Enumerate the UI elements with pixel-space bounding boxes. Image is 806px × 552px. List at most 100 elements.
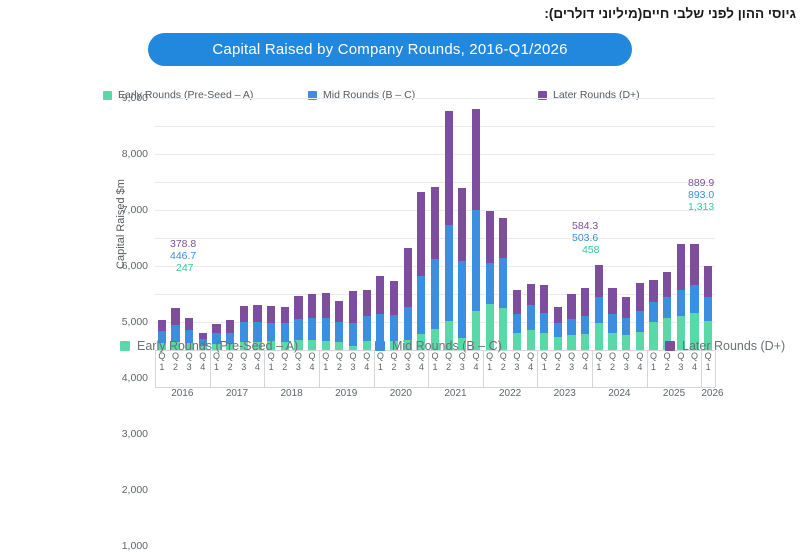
bar[interactable] <box>430 187 440 350</box>
data-label: 1,313 <box>688 201 715 213</box>
bar[interactable] <box>239 306 248 350</box>
bar[interactable] <box>581 288 590 350</box>
bar-segment <box>622 297 631 319</box>
y-axis-tick: 8,000 <box>121 148 148 160</box>
x-axis-quarter-num: 3 <box>405 362 411 372</box>
legend-overlay-item-1[interactable]: Mid Rounds (B – C) <box>375 339 502 353</box>
legend-label: Mid Rounds (B – C) <box>392 339 502 353</box>
bar-segment <box>635 331 644 350</box>
bar[interactable] <box>348 291 358 350</box>
bar[interactable] <box>540 285 549 350</box>
bar-segment <box>307 294 317 318</box>
bar-segment <box>280 341 289 350</box>
legend-label: Early Rounds (Pre-Seed – A) <box>137 339 299 353</box>
bar[interactable] <box>635 283 644 350</box>
x-axis-quarter-q: Q <box>226 351 234 361</box>
bar-segment <box>362 316 371 341</box>
x-axis-quarter-num: 1 <box>323 362 329 372</box>
bar-segment <box>594 322 603 350</box>
bar[interactable] <box>608 287 617 350</box>
bar-segment <box>676 290 685 316</box>
bar[interactable] <box>690 243 699 350</box>
legend-overlay-item-0[interactable]: Early Rounds (Pre-Seed – A) <box>120 339 298 353</box>
x-axis-quarter-num: 2 <box>336 362 342 372</box>
x-axis-quarter-num: 3 <box>186 362 192 372</box>
bar-segment <box>362 289 371 317</box>
x-axis-year-separator <box>715 351 716 387</box>
bar[interactable] <box>471 109 481 350</box>
bar-segment <box>635 311 644 332</box>
legend-swatch-icon <box>103 90 112 100</box>
bar[interactable] <box>307 294 317 350</box>
bar[interactable] <box>266 306 276 350</box>
bar[interactable] <box>649 280 658 350</box>
gridline: 7,000 <box>122 154 715 216</box>
x-axis-quarter-q: Q <box>212 351 220 361</box>
bar-segment <box>581 334 590 350</box>
x-axis-quarter-q: Q <box>171 351 179 361</box>
bar[interactable] <box>526 283 535 350</box>
bar-segment <box>294 340 303 350</box>
bar[interactable] <box>171 308 180 350</box>
bar[interactable] <box>704 266 713 350</box>
x-axis-quarter-num: 3 <box>569 362 575 372</box>
bar[interactable] <box>676 244 685 350</box>
bar[interactable] <box>458 188 467 350</box>
bar-segment <box>690 285 699 314</box>
bar[interactable] <box>553 306 562 350</box>
bar[interactable] <box>294 296 303 350</box>
bar[interactable] <box>226 319 235 350</box>
bar[interactable] <box>485 211 494 350</box>
bar-segment <box>185 342 194 350</box>
x-axis-year-label: 2017 <box>225 388 249 399</box>
bar[interactable] <box>198 332 207 350</box>
bar[interactable] <box>444 110 453 350</box>
bar-segment <box>389 340 399 350</box>
x-axis-quarter-num: 4 <box>254 362 260 372</box>
bar[interactable] <box>417 191 426 350</box>
legend-overlay-item-2[interactable]: Later Rounds (D+) <box>665 339 785 353</box>
bar-segment <box>704 296 713 321</box>
bar-segment <box>526 304 535 330</box>
x-axis-quarter-q: Q <box>499 351 507 361</box>
bar[interactable] <box>335 300 344 350</box>
bar[interactable] <box>567 294 576 350</box>
bar[interactable] <box>663 271 672 350</box>
bar-segment <box>485 263 494 304</box>
bar[interactable] <box>622 297 631 350</box>
bar[interactable] <box>185 317 194 350</box>
bar[interactable] <box>594 265 603 350</box>
bar[interactable] <box>389 281 399 350</box>
bar-segment <box>430 187 440 259</box>
bar[interactable] <box>499 218 508 350</box>
bar[interactable] <box>157 320 166 350</box>
bar-segment <box>649 322 658 350</box>
bar-segment <box>581 316 590 335</box>
bar-segment <box>622 318 631 335</box>
y-axis-tick: 3,000 <box>121 428 148 440</box>
x-axis-quarter-num: 3 <box>459 362 465 372</box>
x-axis-quarter-q: Q <box>267 351 275 361</box>
legend-swatch-icon <box>120 341 130 351</box>
bar-segment <box>157 330 166 344</box>
bar[interactable] <box>362 289 371 350</box>
bar-segment <box>348 322 358 346</box>
bar[interactable] <box>512 289 522 350</box>
x-axis-quarter-num: 1 <box>268 362 274 372</box>
x-axis-year-separator <box>428 351 430 387</box>
bar[interactable] <box>253 305 262 350</box>
y-axis-tick: 6,000 <box>121 260 148 272</box>
bar-segment <box>512 289 522 314</box>
bar[interactable] <box>280 306 289 350</box>
bar[interactable] <box>321 293 330 350</box>
bar[interactable] <box>403 248 412 350</box>
bar[interactable] <box>212 324 221 350</box>
x-axis-quarter-num: 4 <box>473 362 479 372</box>
